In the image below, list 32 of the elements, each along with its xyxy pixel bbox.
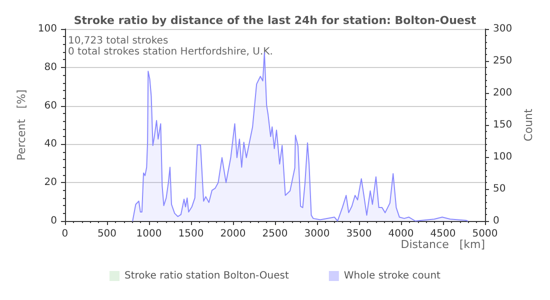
x-tick-label: 4000 <box>388 228 414 240</box>
x-tick-label: 500 <box>97 228 117 240</box>
x-tick-label: 0 <box>62 228 68 240</box>
y2-tick-label: 250 <box>493 56 512 66</box>
y2-tick-label: 150 <box>493 120 512 130</box>
y-tick-label: 0 <box>50 216 57 226</box>
y-tick-label: 80 <box>44 62 57 73</box>
y2-tick-label: 0 <box>493 216 500 226</box>
y2-tick-label: 200 <box>493 88 512 98</box>
x-tick-label: 3500 <box>346 228 372 240</box>
y2-tick-label: 300 <box>493 24 512 34</box>
legend-label: Whole stroke count <box>344 270 441 282</box>
y-tick-label: 20 <box>44 177 57 188</box>
x-tick-label: 1000 <box>136 228 162 240</box>
y-tick-label: 100 <box>38 24 57 34</box>
y-tick-label: 60 <box>44 100 57 112</box>
x-axis-title: Distance [km] <box>400 238 486 251</box>
y-tick-label: 40 <box>44 138 57 150</box>
x-tick-label: 4500 <box>430 228 456 240</box>
x-tick-label: 2500 <box>262 228 288 240</box>
x-tick-label: 3000 <box>304 228 330 240</box>
y2-tick-label: 50 <box>493 184 506 194</box>
x-tick-label: 5000 <box>472 228 498 240</box>
x-tick-label: 1500 <box>178 228 204 240</box>
y2-axis-title: Count <box>522 108 535 142</box>
chart-title: Stroke ratio by distance of the last 24h for station: Bolton-Ouest <box>74 14 476 27</box>
x-tick-label: 2000 <box>220 228 246 240</box>
y2-tick-label: 100 <box>493 152 512 162</box>
annotation: 0 total strokes station Hertfordshire, U.K. <box>68 46 273 58</box>
annotation: 10,723 total strokes <box>68 36 168 46</box>
legend-label: Stroke ratio station Bolton-Ouest <box>124 270 289 282</box>
y-axis-title: Percent [%] <box>15 90 28 160</box>
